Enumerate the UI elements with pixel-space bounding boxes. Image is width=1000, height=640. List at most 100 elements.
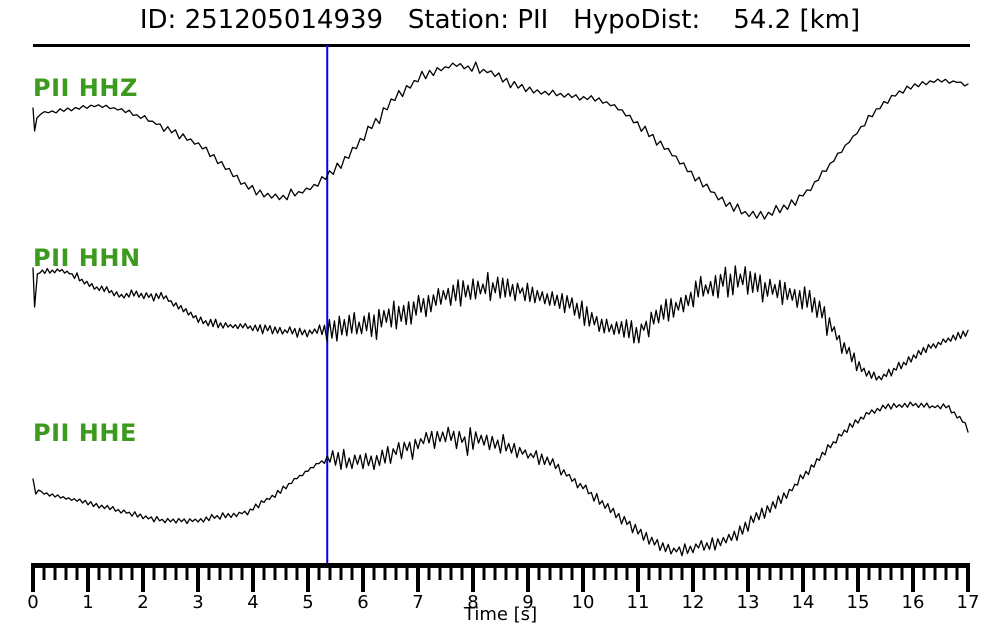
minor-tick bbox=[845, 563, 849, 580]
major-tick bbox=[966, 563, 970, 592]
minor-tick bbox=[713, 563, 717, 580]
minor-tick bbox=[834, 563, 838, 580]
x-tick-label: 2 bbox=[137, 592, 148, 613]
major-tick bbox=[581, 563, 585, 592]
minor-tick bbox=[53, 563, 57, 580]
minor-tick bbox=[944, 563, 948, 580]
major-tick bbox=[251, 563, 255, 592]
minor-tick bbox=[867, 563, 871, 580]
minor-tick bbox=[350, 563, 354, 580]
major-tick bbox=[416, 563, 420, 592]
minor-tick bbox=[658, 563, 662, 580]
x-tick-label: 13 bbox=[737, 592, 760, 613]
minor-tick bbox=[273, 563, 277, 580]
minor-tick bbox=[570, 563, 574, 580]
minor-tick bbox=[559, 563, 563, 580]
major-tick bbox=[691, 563, 695, 592]
x-tick-label: 4 bbox=[247, 592, 258, 613]
minor-tick bbox=[42, 563, 46, 580]
major-tick bbox=[746, 563, 750, 592]
x-tick-label: 17 bbox=[957, 592, 980, 613]
x-tick-label: 5 bbox=[302, 592, 313, 613]
minor-tick bbox=[372, 563, 376, 580]
minor-tick bbox=[119, 563, 123, 580]
minor-tick bbox=[878, 563, 882, 580]
minor-tick bbox=[647, 563, 651, 580]
major-tick bbox=[636, 563, 640, 592]
minor-tick bbox=[339, 563, 343, 580]
minor-tick bbox=[75, 563, 79, 580]
minor-tick bbox=[97, 563, 101, 580]
minor-tick bbox=[702, 563, 706, 580]
channel-label-hhz: PII HHZ bbox=[33, 74, 138, 102]
minor-tick bbox=[438, 563, 442, 580]
minor-tick bbox=[482, 563, 486, 580]
minor-tick bbox=[405, 563, 409, 580]
x-tick-label: 7 bbox=[412, 592, 423, 613]
minor-tick bbox=[493, 563, 497, 580]
minor-tick bbox=[504, 563, 508, 580]
x-tick-label: 1 bbox=[82, 592, 93, 613]
minor-tick bbox=[515, 563, 519, 580]
major-tick bbox=[911, 563, 915, 592]
x-tick-label: 11 bbox=[627, 592, 650, 613]
major-tick bbox=[526, 563, 530, 592]
minor-tick bbox=[262, 563, 266, 580]
minor-tick bbox=[130, 563, 134, 580]
trace-pii-hhz-waveform bbox=[32, 61, 969, 220]
minor-tick bbox=[449, 563, 453, 580]
x-tick-label: 0 bbox=[27, 592, 38, 613]
trace-pii-hhe-waveform bbox=[32, 401, 969, 557]
x-tick-label: 8 bbox=[467, 592, 478, 613]
minor-tick bbox=[724, 563, 728, 580]
minor-tick bbox=[317, 563, 321, 580]
minor-tick bbox=[207, 563, 211, 580]
minor-tick bbox=[284, 563, 288, 580]
minor-tick bbox=[735, 563, 739, 580]
x-tick-label: 14 bbox=[792, 592, 815, 613]
x-tick-label: 16 bbox=[902, 592, 925, 613]
x-tick-label: 12 bbox=[682, 592, 705, 613]
minor-tick bbox=[383, 563, 387, 580]
minor-tick bbox=[614, 563, 618, 580]
major-tick bbox=[31, 563, 35, 592]
minor-tick bbox=[955, 563, 959, 580]
title-separator-line bbox=[33, 44, 970, 47]
minor-tick bbox=[328, 563, 332, 580]
minor-tick bbox=[537, 563, 541, 580]
minor-tick bbox=[427, 563, 431, 580]
major-tick bbox=[856, 563, 860, 592]
minor-tick bbox=[460, 563, 464, 580]
channel-label-hhe: PII HHE bbox=[33, 419, 137, 447]
minor-tick bbox=[548, 563, 552, 580]
minor-tick bbox=[922, 563, 926, 580]
x-tick-label: 15 bbox=[847, 592, 870, 613]
major-tick bbox=[306, 563, 310, 592]
trace-pii-hhn-waveform bbox=[32, 265, 969, 381]
major-tick bbox=[86, 563, 90, 592]
minor-tick bbox=[680, 563, 684, 580]
major-tick bbox=[801, 563, 805, 592]
minor-tick bbox=[603, 563, 607, 580]
minor-tick bbox=[669, 563, 673, 580]
minor-tick bbox=[812, 563, 816, 580]
x-tick-label: 9 bbox=[522, 592, 533, 613]
minor-tick bbox=[779, 563, 783, 580]
minor-tick bbox=[185, 563, 189, 580]
minor-tick bbox=[152, 563, 156, 580]
major-tick bbox=[196, 563, 200, 592]
minor-tick bbox=[394, 563, 398, 580]
minor-tick bbox=[933, 563, 937, 580]
minor-tick bbox=[295, 563, 299, 580]
minor-tick bbox=[218, 563, 222, 580]
minor-tick bbox=[240, 563, 244, 580]
minor-tick bbox=[64, 563, 68, 580]
major-tick bbox=[471, 563, 475, 592]
minor-tick bbox=[900, 563, 904, 580]
x-tick-label: 10 bbox=[572, 592, 595, 613]
minor-tick bbox=[108, 563, 112, 580]
minor-tick bbox=[174, 563, 178, 580]
x-axis-label: Time [s] bbox=[463, 604, 537, 625]
